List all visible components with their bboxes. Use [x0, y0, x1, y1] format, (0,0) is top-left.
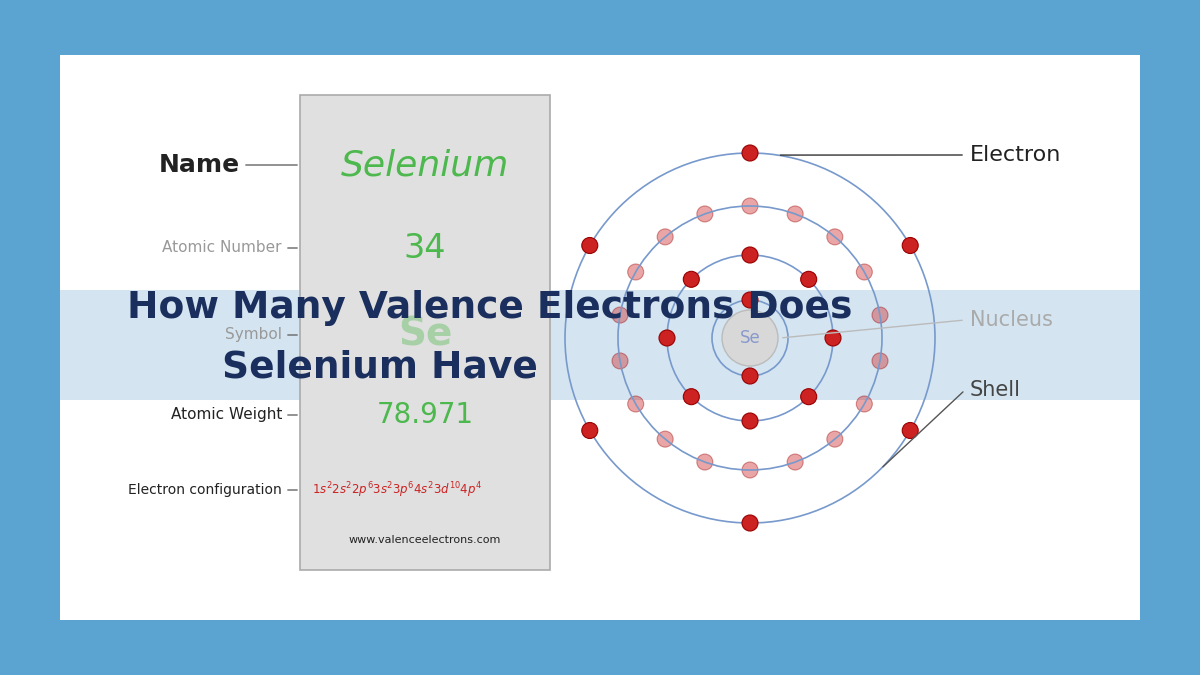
Text: Electron configuration: Electron configuration [128, 483, 282, 497]
Circle shape [742, 247, 758, 263]
Circle shape [827, 229, 842, 245]
Circle shape [902, 423, 918, 439]
Text: Atomic Weight: Atomic Weight [170, 408, 282, 423]
Circle shape [857, 396, 872, 412]
Circle shape [697, 206, 713, 222]
Circle shape [683, 271, 700, 288]
Text: Electron: Electron [970, 145, 1061, 165]
Circle shape [612, 353, 628, 369]
Circle shape [872, 353, 888, 369]
Circle shape [683, 389, 700, 405]
Circle shape [857, 264, 872, 280]
Circle shape [827, 431, 842, 447]
Circle shape [800, 389, 817, 405]
Bar [60, 290, 1140, 400]
Circle shape [742, 462, 758, 478]
Text: Shell: Shell [970, 380, 1021, 400]
Circle shape [826, 330, 841, 346]
Text: 34: 34 [403, 232, 446, 265]
Text: 78.971: 78.971 [377, 401, 474, 429]
Circle shape [742, 292, 758, 308]
Text: Atomic Number: Atomic Number [162, 240, 282, 256]
Circle shape [582, 423, 598, 439]
Circle shape [628, 264, 643, 280]
Text: $1s^22s^22p^63s^23p^64s^23d^{10}4p^4$: $1s^22s^22p^63s^23p^64s^23d^{10}4p^4$ [312, 480, 482, 500]
Circle shape [742, 413, 758, 429]
Text: How Many Valence Electrons Does: How Many Valence Electrons Does [127, 290, 853, 326]
Circle shape [612, 307, 628, 323]
Text: Selenium Have: Selenium Have [222, 350, 538, 386]
Bar [60, 55, 1140, 620]
Text: Symbol: Symbol [226, 327, 282, 342]
Circle shape [742, 515, 758, 531]
Circle shape [742, 368, 758, 384]
Circle shape [628, 396, 643, 412]
Text: Selenium: Selenium [341, 148, 509, 182]
Circle shape [800, 271, 817, 288]
Circle shape [658, 229, 673, 245]
Text: Nucleus: Nucleus [970, 310, 1052, 330]
Circle shape [697, 454, 713, 470]
Circle shape [742, 145, 758, 161]
Text: Se: Se [739, 329, 761, 347]
Bar [300, 95, 550, 570]
Circle shape [902, 238, 918, 254]
Circle shape [787, 454, 803, 470]
Text: Name: Name [158, 153, 240, 177]
Circle shape [582, 238, 598, 254]
Circle shape [659, 330, 674, 346]
Circle shape [658, 431, 673, 447]
Circle shape [872, 307, 888, 323]
Circle shape [742, 198, 758, 214]
Text: Se: Se [398, 316, 452, 354]
Circle shape [722, 310, 778, 366]
Text: www.valenceelectrons.com: www.valenceelectrons.com [349, 535, 502, 545]
Circle shape [787, 206, 803, 222]
